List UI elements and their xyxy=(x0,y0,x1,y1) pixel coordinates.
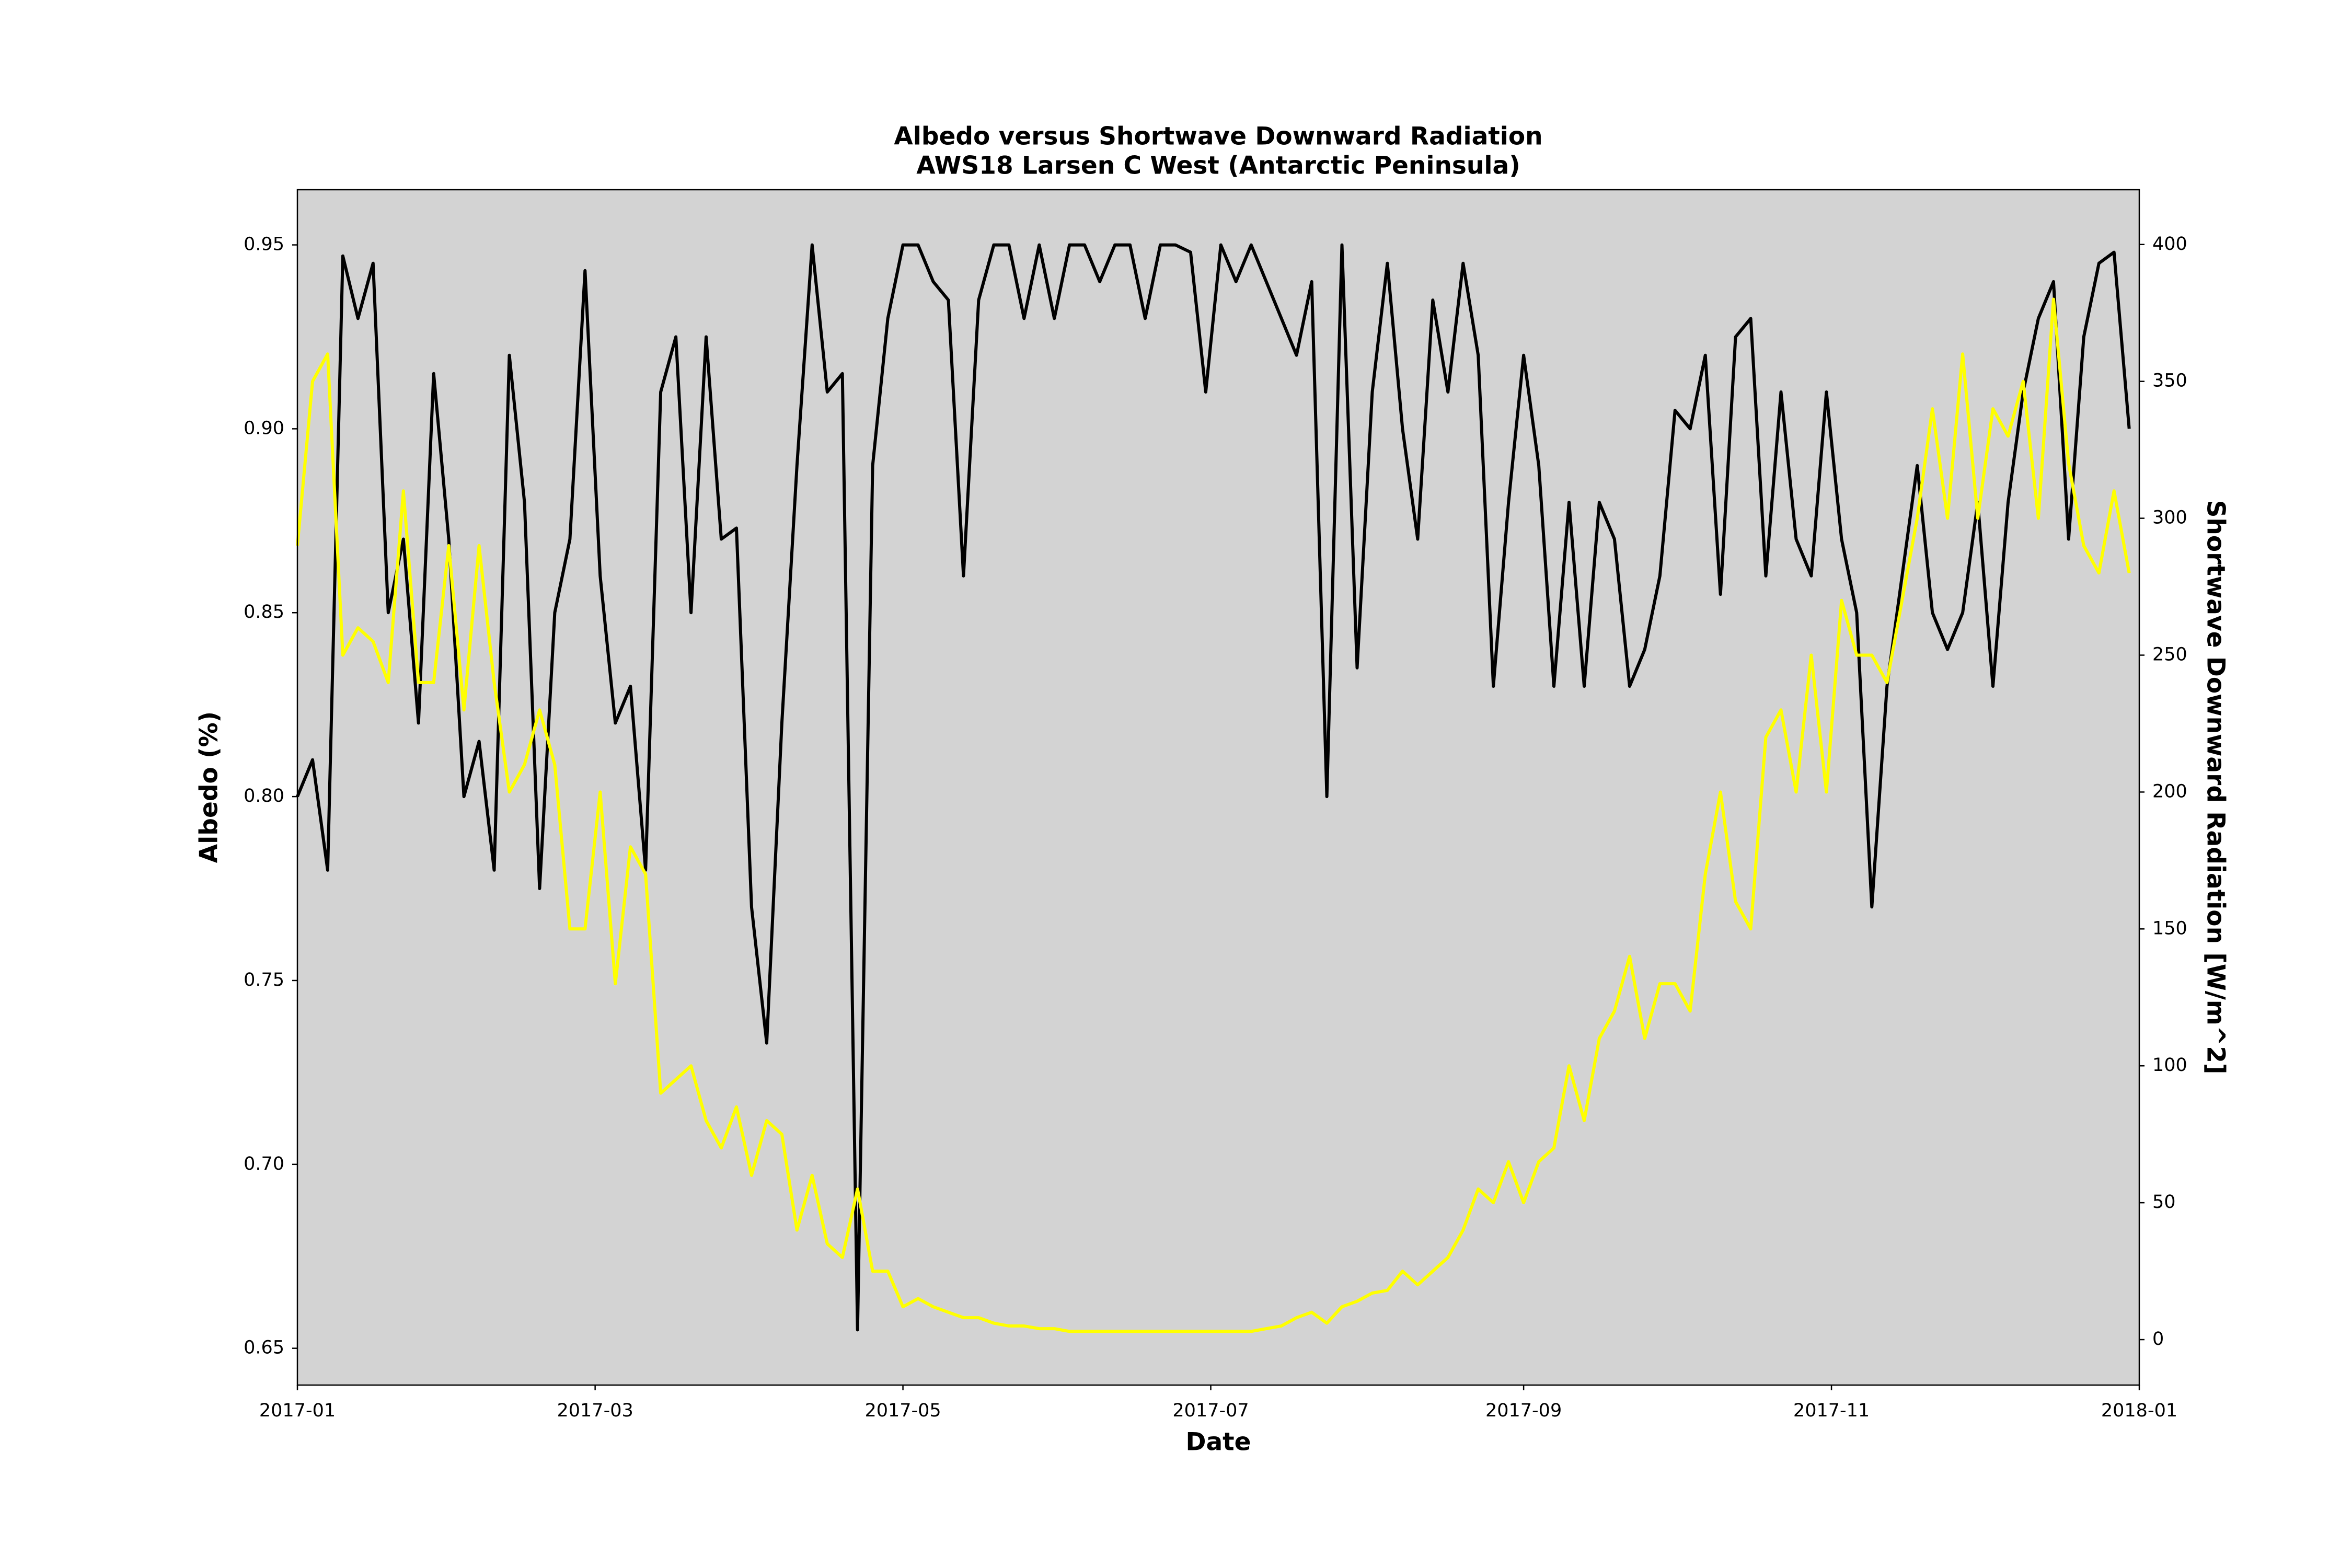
y-tick-label: 0.80 xyxy=(244,786,284,806)
plot-frame xyxy=(296,189,2140,1386)
y-tick-label: 0.85 xyxy=(244,602,284,622)
chart-title: Albedo versus Shortwave Downward Radiati… xyxy=(894,122,1542,151)
y2-tick-label: 200 xyxy=(2152,781,2187,802)
y2-tick-label: 50 xyxy=(2152,1192,2176,1213)
chart-subtitle: AWS18 Larsen C West (Antarctic Peninsula… xyxy=(916,152,1520,180)
x-tick-label: 2017-09 xyxy=(1485,1400,1562,1421)
y2-tick-label: 100 xyxy=(2152,1055,2187,1076)
x-tick-label: 2018-01 xyxy=(2101,1400,2177,1421)
y-tick-label: 0.65 xyxy=(244,1338,284,1358)
y2-tick-label: 250 xyxy=(2152,644,2187,665)
y2-tick-label: 400 xyxy=(2152,234,2187,255)
y2-tick-label: 0 xyxy=(2152,1329,2164,1350)
data-line xyxy=(296,243,2131,1332)
y2-tick-label: 300 xyxy=(2152,508,2187,528)
x-tick-label: 2017-05 xyxy=(864,1400,941,1421)
y2-tick-label: 350 xyxy=(2152,371,2187,391)
x-tick-label: 2017-03 xyxy=(557,1400,633,1421)
x-tick-label: 2017-07 xyxy=(1172,1400,1249,1421)
y-tick-label: 0.90 xyxy=(244,418,284,439)
y-axis-label: Albedo (%) xyxy=(195,711,224,863)
y2-axis-label: Shortwave Downward Radiation [W/m^2] xyxy=(2201,500,2230,1075)
y-tick-label: 0.75 xyxy=(244,970,284,990)
data-line xyxy=(296,297,2131,1333)
y-tick-label: 0.70 xyxy=(244,1154,284,1174)
plot-background xyxy=(297,190,2139,1385)
y-tick-label: 0.95 xyxy=(244,234,284,255)
x-axis-label: Date xyxy=(1185,1428,1251,1457)
x-tick-label: 2017-11 xyxy=(1793,1400,1870,1421)
y2-tick-label: 150 xyxy=(2152,918,2187,939)
x-tick-label: 2017-01 xyxy=(259,1400,336,1421)
